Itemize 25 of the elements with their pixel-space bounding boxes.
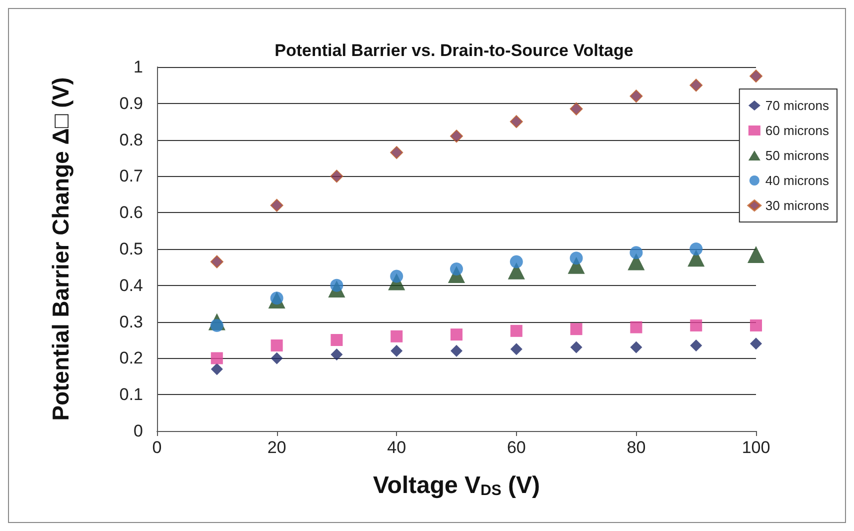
legend-label: 50 microns — [765, 148, 830, 163]
legend-label: 30 microns — [765, 198, 830, 213]
x-tick-label: 40 — [387, 438, 406, 457]
x-tick-label: 60 — [506, 438, 526, 457]
legend-label: 70 microns — [765, 98, 830, 113]
y-tick-label: 0.5 — [119, 240, 143, 258]
y-tick-label: 0.1 — [119, 385, 143, 404]
x-axis-title: Voltage VDS (V) — [372, 472, 540, 499]
x-tick-label: 80 — [626, 438, 646, 457]
x-tick-label: 0 — [152, 438, 162, 457]
y-tick-label: 0.2 — [119, 348, 143, 368]
x-tick-label: 100 — [742, 438, 770, 457]
y-tick-label: 1 — [134, 58, 143, 76]
y-tick-label: 0.3 — [119, 312, 143, 332]
y-tick-label: 0.6 — [119, 203, 143, 222]
y-tick-label: 0.8 — [119, 130, 143, 150]
y-tick-label: 0.7 — [119, 166, 143, 186]
y-tick-label: 0 — [134, 422, 143, 440]
x-tick-label: 20 — [267, 438, 286, 457]
y-tick-label: 0.9 — [119, 94, 143, 113]
legend-label: 60 microns — [765, 123, 830, 138]
chart-title: Potential Barrier vs. Drain-to-Source Voltage — [274, 41, 634, 60]
legend-label: 40 microns — [765, 173, 830, 188]
y-axis-title: Potential Barrier Change Δ□ (V) — [48, 77, 74, 421]
y-tick-label: 0.4 — [119, 276, 143, 295]
